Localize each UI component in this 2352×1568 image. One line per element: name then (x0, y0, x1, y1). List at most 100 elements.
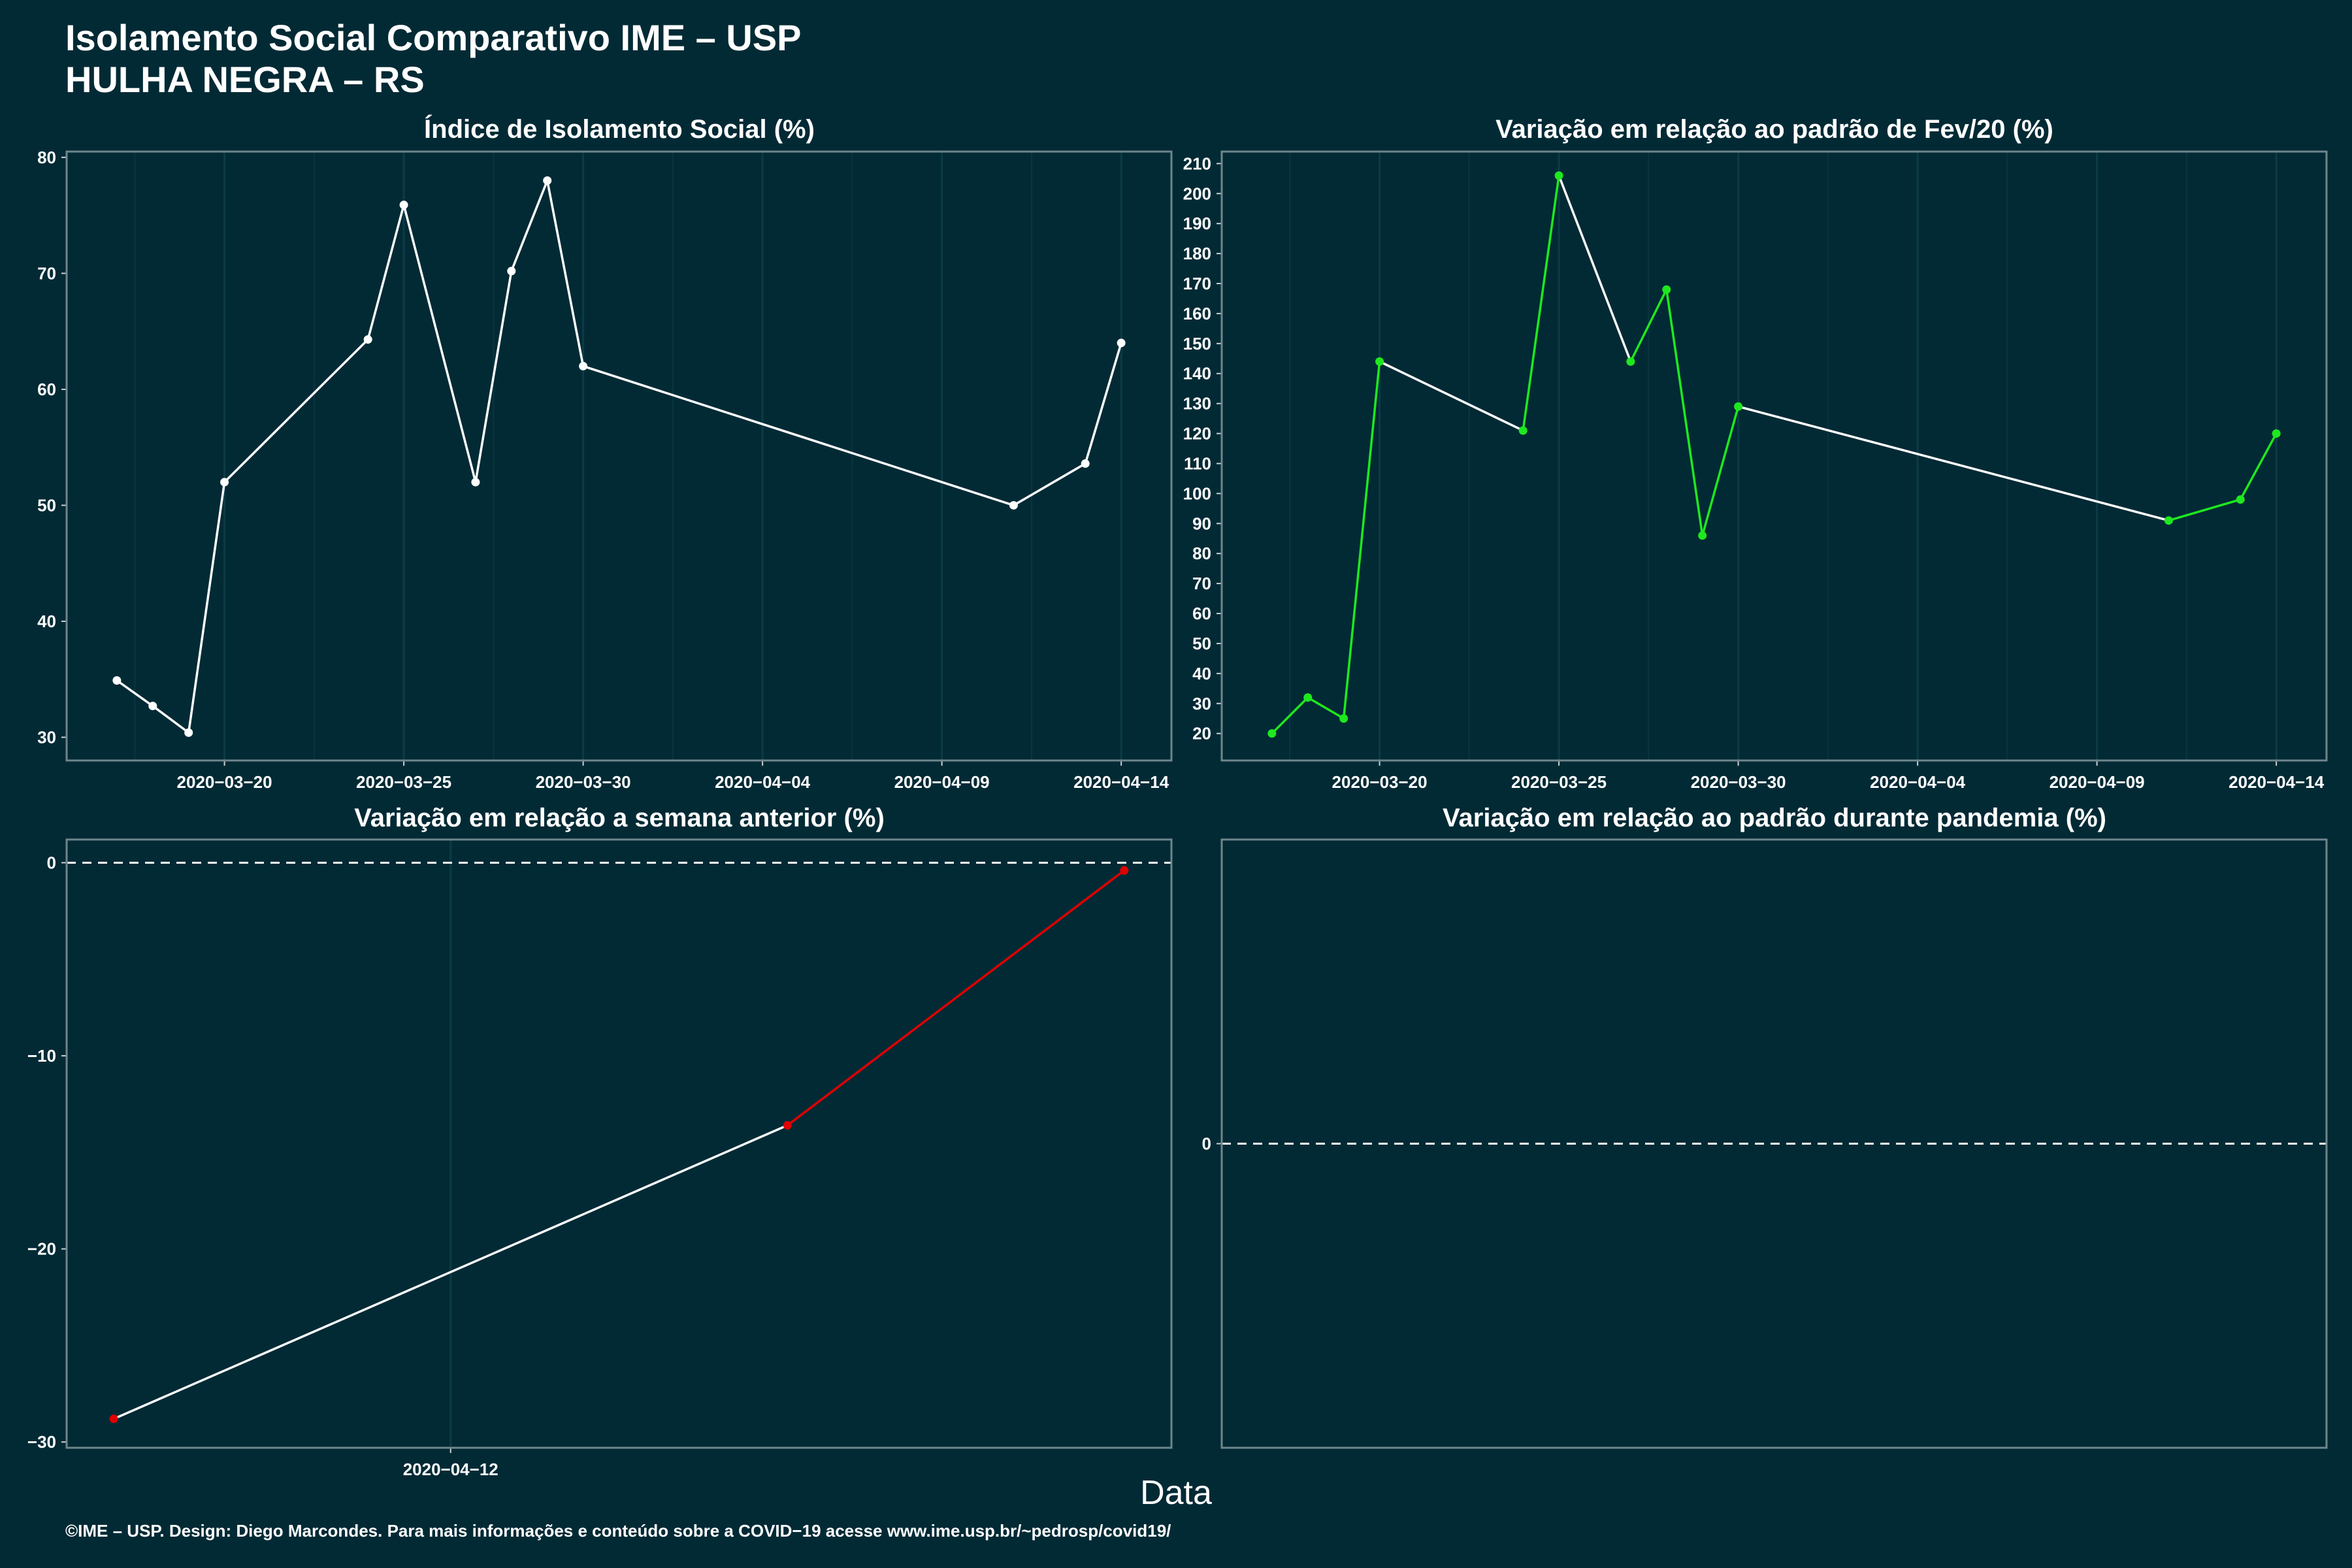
panel-border (1220, 838, 2328, 1449)
series-segment (187, 481, 226, 734)
data-point (1117, 338, 1126, 348)
data-point (363, 335, 372, 344)
series-segment (581, 365, 1015, 507)
series-segment (112, 1124, 789, 1420)
series-segment (1558, 174, 1632, 363)
y-tick-label: 190 (1183, 214, 1211, 233)
data-point (1734, 402, 1743, 411)
y-tick-label: 210 (1183, 154, 1211, 173)
series-segment (786, 869, 1126, 1127)
data-point (399, 201, 408, 210)
series-segment (1701, 405, 1740, 537)
data-point (1662, 285, 1671, 294)
series-segment (1012, 462, 1086, 507)
data-point (220, 478, 229, 487)
panel-title-isolation-index: Índice de Isolamento Social (%) (424, 115, 815, 144)
series-segment (1522, 174, 1560, 432)
plot-area (67, 152, 1171, 760)
panel-border (65, 838, 1173, 1449)
x-tick-label: 2020−03−20 (177, 772, 272, 792)
series-segment (367, 203, 405, 341)
data-point (1375, 357, 1384, 366)
page-title-line2: HULHA NEGRA – RS (65, 59, 425, 100)
chart-panel-4: 0 (1202, 838, 2328, 1449)
series-segment (2239, 432, 2278, 501)
data-point (1626, 357, 1635, 366)
series-segment (1084, 342, 1122, 465)
y-tick-label: 30 (1192, 694, 1211, 713)
x-tick-label: 2020−03−30 (536, 772, 631, 792)
y-tick-label: 90 (1192, 514, 1211, 533)
x-tick-label: 2020−03−25 (1511, 772, 1607, 792)
y-tick-label: 160 (1183, 304, 1211, 323)
page-title-line1: Isolamento Social Comparativo IME – USP (65, 17, 802, 58)
data-point (109, 1414, 118, 1424)
data-point (1518, 426, 1527, 435)
panel-title-variation-week: Variação em relação a semana anterior (%… (354, 804, 885, 832)
plot-area (67, 840, 1171, 1448)
x-tick-label: 2020−03−30 (1691, 772, 1786, 792)
y-tick-label: 20 (1192, 724, 1211, 743)
y-tick-label: 200 (1183, 184, 1211, 203)
y-tick-label: 100 (1183, 483, 1211, 503)
y-tick-label: 80 (1192, 544, 1211, 563)
page-title: Isolamento Social Comparativo IME – USP … (65, 17, 802, 101)
chart-panel-3: 0 −10 −20 −30 2020−04−12 (27, 838, 1173, 1479)
y-tick-label: 30 (37, 727, 56, 747)
y-tick-label: 50 (1192, 634, 1211, 653)
y-tick-label: 0 (1202, 1134, 1211, 1154)
series-segment (1307, 696, 1345, 720)
series-segment (546, 179, 585, 368)
y-tick-label: −20 (27, 1239, 56, 1259)
panel-title-variation-pandemic: Variação em relação ao padrão durante pa… (1443, 804, 2106, 832)
x-tick-label: 2020−04−09 (2050, 772, 2145, 792)
series-segment (474, 270, 513, 483)
y-tick-label: 130 (1183, 394, 1211, 414)
data-point (1698, 531, 1707, 540)
data-point (2272, 429, 2281, 438)
data-point (1303, 693, 1313, 702)
series-segment (1271, 696, 1309, 735)
series-segment (1378, 360, 1524, 432)
y-tick-label: 0 (47, 853, 56, 872)
data-point (112, 676, 122, 685)
data-point (579, 361, 588, 370)
y-tick-label: −30 (27, 1432, 56, 1452)
x-tick-label: 2020−04−12 (403, 1460, 498, 1479)
data-point (1554, 171, 1563, 180)
footer-credits: ©IME – USP. Design: Diego Marcondes. Par… (65, 1521, 1171, 1541)
x-tick-label: 2020−04−14 (2229, 772, 2325, 792)
y-tick-label: −10 (27, 1046, 56, 1066)
series-segment (1737, 405, 2170, 522)
series-segment (1665, 288, 1704, 537)
panel-title-variation-feb: Variação em relação ao padrão de Fev/20 … (1495, 115, 2053, 144)
panel-border (65, 150, 1173, 762)
data-point (543, 176, 552, 185)
data-point (1081, 459, 1090, 468)
x-tick-label: 2020−03−25 (356, 772, 451, 792)
data-point (184, 728, 193, 737)
y-tick-label: 70 (1192, 574, 1211, 593)
x-tick-label: 2020−04−04 (715, 772, 811, 792)
series-segment (2167, 498, 2242, 522)
y-tick-label: 150 (1183, 334, 1211, 353)
chart-panel-1: 30 40 50 60 70 80 2020−03−20 2020−03−25 2020−03−… (37, 148, 1173, 792)
y-tick-label: 120 (1183, 424, 1211, 444)
panel-border (1220, 150, 2328, 762)
series-segment (1342, 360, 1381, 720)
series-segment (223, 338, 369, 483)
y-tick-label: 40 (37, 612, 56, 631)
series-segment (116, 679, 154, 708)
y-tick-label: 60 (37, 380, 56, 399)
y-tick-label: 180 (1183, 244, 1211, 263)
x-tick-label: 2020−03−20 (1332, 772, 1428, 792)
data-point (148, 702, 157, 711)
x-tick-label: 2020−04−04 (1870, 772, 1966, 792)
data-point (1339, 714, 1348, 723)
x-tick-label: 2020−04−09 (894, 772, 990, 792)
y-tick-label: 60 (1192, 604, 1211, 623)
y-tick-label: 80 (37, 148, 56, 167)
y-tick-label: 70 (37, 263, 56, 283)
x-axis-label: Data (1140, 1474, 1212, 1512)
